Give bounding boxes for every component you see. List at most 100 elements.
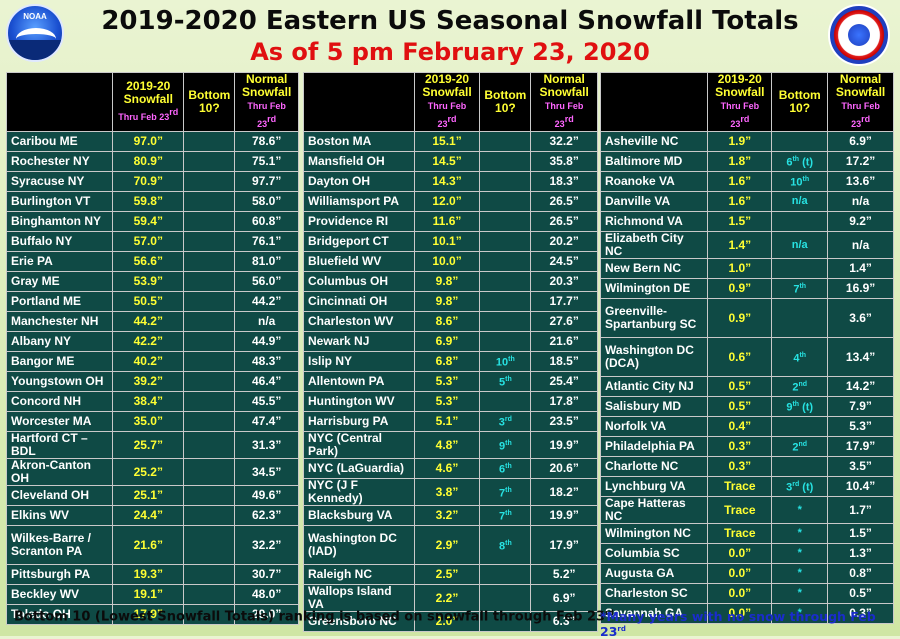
table-row: Cape Hatteras NC Trace * 1.7” [599,496,894,524]
snowfall-cell: 11.6” [413,211,481,232]
bottom10-cell [183,151,236,172]
bottom10-cell: * [771,583,829,604]
header-bottom10: Bottom 10? [479,72,532,132]
table-header-row: 2019-20 Snowfall Thru Feb 23rd Bottom 10?… [599,72,894,132]
table-row: Youngstown OH 39.2” 46.4” [5,371,299,392]
city-cell: Caribou ME [5,131,114,152]
normal-cell: 26.5” [530,211,598,232]
snowfall-cell: 59.4” [112,211,185,232]
footer-note-right: *Many years with no snow through Feb 23r… [600,609,876,639]
normal-cell: 18.2” [530,478,598,506]
city-cell: Washington DC (DCA) [599,337,709,377]
snowfall-cell: 1.6” [707,171,773,192]
snowfall-cell: 42.2” [112,331,185,352]
city-cell: Youngstown OH [5,371,114,392]
bottom10-rank: 7 [793,283,800,296]
table-row: Charleston WV 8.6” 27.6” [303,311,598,332]
city-cell: NYC (LaGuardia) [303,458,415,479]
bottom10-cell [479,271,532,292]
bottom10-cell [771,456,829,477]
city-cell: Gray ME [5,271,114,292]
bottom10-cell: 6th (t) [771,151,829,172]
bottom10-rank-suffix: th [802,176,810,184]
bottom10-rank-suffix: nd [798,441,808,449]
table-row: Cincinnati OH 9.8” 17.7” [303,291,598,312]
bottom10-tie-mark: (t) [799,401,814,414]
snowfall-cell: 2.9” [413,525,481,565]
normal-cell: 0.8” [827,563,894,584]
bottom10-rank-suffix: th [505,510,512,518]
table-row: Columbia SC 0.0” * 1.3” [599,543,894,564]
bottom10-cell [183,351,236,372]
header-bottom10: Bottom 10? [771,72,829,132]
bottom10-cell: * [771,523,829,544]
bottom10-rank-suffix: th [792,401,800,409]
snowfall-cell: 14.3” [413,171,481,192]
table-row: Islip NY 6.8” 10th 18.5” [303,351,598,372]
table-row: Hartford CT – BDL 25.7” 31.3” [5,431,299,459]
city-cell: Elizabeth City NC [599,231,709,259]
bottom10-cell [479,191,532,212]
normal-cell: 1.3” [827,543,894,564]
normal-cell: 35.8” [530,151,598,172]
table-row: Elizabeth City NC 1.4” n/a n/a [599,231,894,259]
snowfall-cell: 12.0” [413,191,481,212]
city-cell: Bluefield WV [303,251,415,272]
snowfall-cell: 2.0” [413,611,481,632]
bottom10-cell [771,298,829,338]
bottom10-cell [183,131,236,152]
normal-cell: 3.6” [827,298,894,338]
snowfall-cell: Trace [707,476,773,497]
normal-cell: 32.2” [530,131,598,152]
city-cell: Concord NH [5,391,114,412]
snowfall-cell: 0.5” [707,396,773,417]
normal-cell: 81.0” [234,251,299,272]
bottom10-rank: * [797,503,802,516]
bottom10-cell [771,131,829,152]
table-row: Toledo OH 17.9” 29.0” [5,604,299,625]
normal-cell: 19.9” [530,505,598,526]
normal-cell: 75.1” [234,151,299,172]
bottom10-cell [183,411,236,432]
normal-cell: 49.6” [234,485,299,506]
table-row: Asheville NC 1.9” 6.9” [599,131,894,152]
table-row: Huntington WV 5.3” 17.8” [303,391,598,412]
bottom10-rank-suffix: th [799,351,807,359]
normal-cell: 17.8” [530,391,598,412]
city-cell: Elkins WV [5,505,114,526]
table-row: Burlington VT 59.8” 58.0” [5,191,299,212]
bottom10-cell [479,251,532,272]
city-cell: New Bern NC [599,258,709,279]
table-row: Boston MA 15.1” 32.2” [303,131,598,152]
table-row: Elkins WV 24.4” 62.3” [5,505,299,526]
snowfall-cell: 40.2” [112,351,185,372]
city-cell: Hartford CT – BDL [5,431,114,459]
city-cell: Erie PA [5,251,114,272]
table-row: Washington DC (DCA) 0.6” 4th 13.4” [599,337,894,377]
table-row: Manchester NH 44.2” n/a [5,311,299,332]
bottom10-tie-mark: (t) [799,156,814,169]
table-row: Caribou ME 97.0” 78.6” [5,131,299,152]
table-row: Charleston SC 0.0” * 0.5” [599,583,894,604]
snowfall-cell: 97.0” [112,131,185,152]
snowfall-cell: 5.3” [413,371,481,392]
city-cell: Burlington VT [5,191,114,212]
bottom10-cell: 3rd [479,411,532,432]
city-cell: Wilmington NC [599,523,709,544]
snowfall-cell: 2.2” [413,584,481,612]
bottom10-cell [183,171,236,192]
bottom10-cell [183,311,236,332]
normal-cell: 7.9” [827,396,894,417]
snowfall-cell: 19.1” [112,584,185,605]
city-cell: Islip NY [303,351,415,372]
city-cell: Binghamton NY [5,211,114,232]
table-row: Lynchburg VA Trace 3rd (t) 10.4” [599,476,894,497]
normal-cell: 44.2” [234,291,299,312]
snowfall-cell: 1.0” [707,258,773,279]
normal-cell: 0.5” [827,583,894,604]
city-cell: Manchester NH [5,311,114,332]
city-cell: Roanoke VA [599,171,709,192]
table-row: Charlotte NC 0.3” 3.5” [599,456,894,477]
bottom10-cell [479,211,532,232]
nws-logo-center [848,24,870,46]
